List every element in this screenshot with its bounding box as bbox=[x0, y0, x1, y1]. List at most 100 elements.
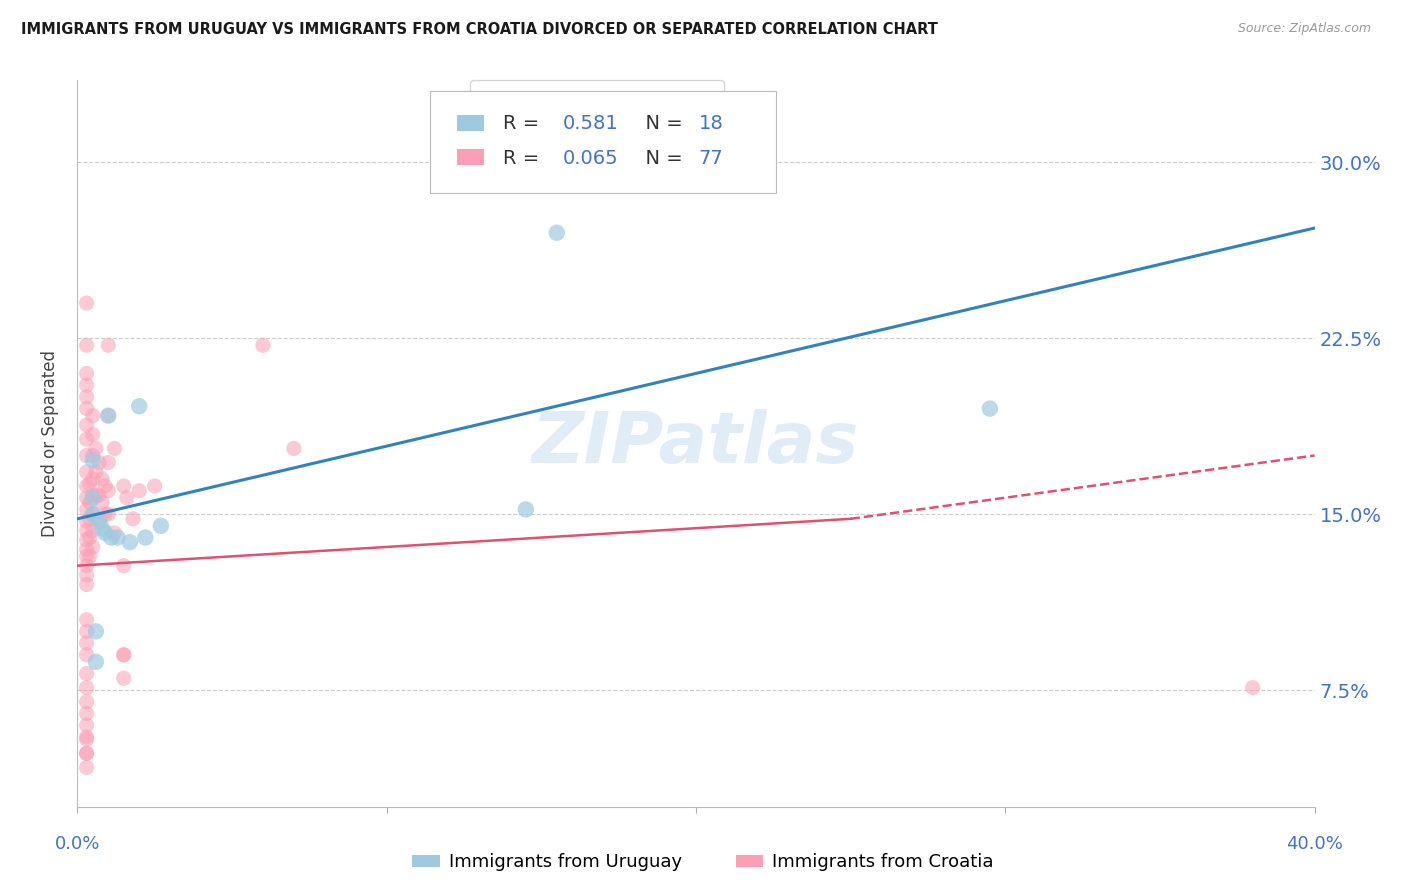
Point bbox=[1241, 681, 1264, 695]
Point bbox=[112, 648, 135, 662]
FancyBboxPatch shape bbox=[457, 115, 485, 131]
Point bbox=[97, 409, 120, 423]
Point bbox=[82, 427, 104, 442]
Point bbox=[87, 456, 110, 470]
Point bbox=[76, 730, 98, 744]
Point bbox=[76, 542, 98, 557]
Point bbox=[82, 409, 104, 423]
Point bbox=[76, 378, 98, 392]
Point bbox=[91, 472, 114, 486]
Point bbox=[128, 399, 150, 413]
Point bbox=[84, 488, 107, 502]
Point bbox=[100, 531, 122, 545]
Point bbox=[82, 507, 104, 521]
Point bbox=[76, 648, 98, 662]
Point bbox=[79, 476, 101, 491]
Point bbox=[76, 549, 98, 564]
Point bbox=[115, 491, 138, 505]
Point bbox=[76, 747, 98, 761]
Point bbox=[94, 479, 117, 493]
Text: Source: ZipAtlas.com: Source: ZipAtlas.com bbox=[1237, 22, 1371, 36]
Point bbox=[76, 514, 98, 528]
Point bbox=[76, 432, 98, 446]
Text: 0.065: 0.065 bbox=[562, 149, 619, 168]
Text: R =: R = bbox=[503, 149, 546, 168]
Point bbox=[252, 338, 274, 352]
Point bbox=[82, 491, 104, 505]
Point bbox=[82, 540, 104, 554]
Legend: Immigrants from Uruguay, Immigrants from Croatia: Immigrants from Uruguay, Immigrants from… bbox=[405, 847, 1001, 879]
Point bbox=[79, 495, 101, 509]
FancyBboxPatch shape bbox=[457, 149, 485, 165]
Point bbox=[82, 488, 104, 502]
Point bbox=[283, 442, 305, 456]
Text: IMMIGRANTS FROM URUGUAY VS IMMIGRANTS FROM CROATIA DIVORCED OR SEPARATED CORRELA: IMMIGRANTS FROM URUGUAY VS IMMIGRANTS FR… bbox=[21, 22, 938, 37]
Point bbox=[76, 417, 98, 432]
Point bbox=[76, 636, 98, 650]
Point bbox=[112, 671, 135, 685]
Point bbox=[76, 681, 98, 695]
Point bbox=[76, 747, 98, 761]
Point bbox=[97, 338, 120, 352]
Point bbox=[76, 390, 98, 404]
Point bbox=[112, 479, 135, 493]
Text: 77: 77 bbox=[699, 149, 723, 168]
Point bbox=[82, 524, 104, 538]
Point bbox=[91, 495, 114, 509]
Point bbox=[87, 514, 110, 528]
Point bbox=[91, 521, 114, 535]
Point bbox=[122, 512, 145, 526]
Point bbox=[149, 519, 172, 533]
Point bbox=[76, 732, 98, 747]
Point bbox=[134, 531, 156, 545]
Point bbox=[76, 706, 98, 721]
Point bbox=[112, 558, 135, 573]
Point bbox=[979, 401, 1001, 416]
Point bbox=[79, 512, 101, 526]
Point bbox=[76, 296, 98, 310]
Point bbox=[82, 472, 104, 486]
Point bbox=[76, 624, 98, 639]
Text: N =: N = bbox=[633, 114, 689, 134]
Text: 18: 18 bbox=[699, 114, 723, 134]
Point bbox=[546, 226, 568, 240]
Text: 0.581: 0.581 bbox=[562, 114, 619, 134]
Point bbox=[103, 442, 125, 456]
Point bbox=[97, 409, 120, 423]
Point bbox=[79, 531, 101, 545]
Point bbox=[82, 507, 104, 521]
Point bbox=[76, 577, 98, 591]
Point bbox=[76, 666, 98, 681]
Point bbox=[118, 535, 141, 549]
Legend: R =  0.581   N = 18, R =  0.065   N = 77: R = 0.581 N = 18, R = 0.065 N = 77 bbox=[470, 80, 724, 153]
Point bbox=[76, 558, 98, 573]
Point bbox=[76, 760, 98, 774]
Point bbox=[103, 525, 125, 540]
Point bbox=[94, 507, 117, 521]
Text: R =: R = bbox=[503, 114, 546, 134]
Text: N =: N = bbox=[633, 149, 689, 168]
Point bbox=[107, 531, 129, 545]
Point bbox=[76, 718, 98, 732]
Point bbox=[76, 533, 98, 547]
Point bbox=[87, 488, 110, 502]
Point bbox=[87, 512, 110, 526]
Point bbox=[76, 502, 98, 516]
Point bbox=[76, 338, 98, 352]
Point bbox=[76, 568, 98, 582]
Point bbox=[76, 695, 98, 709]
Point bbox=[97, 456, 120, 470]
Point bbox=[84, 624, 107, 639]
Point bbox=[82, 449, 104, 463]
FancyBboxPatch shape bbox=[430, 91, 776, 193]
Point bbox=[84, 442, 107, 456]
Point bbox=[84, 655, 107, 669]
Point bbox=[128, 483, 150, 498]
Point bbox=[112, 648, 135, 662]
Text: 40.0%: 40.0% bbox=[1286, 836, 1343, 854]
Point bbox=[76, 491, 98, 505]
Point bbox=[76, 524, 98, 538]
Point bbox=[76, 479, 98, 493]
Text: 0.0%: 0.0% bbox=[55, 836, 100, 854]
Point bbox=[76, 401, 98, 416]
